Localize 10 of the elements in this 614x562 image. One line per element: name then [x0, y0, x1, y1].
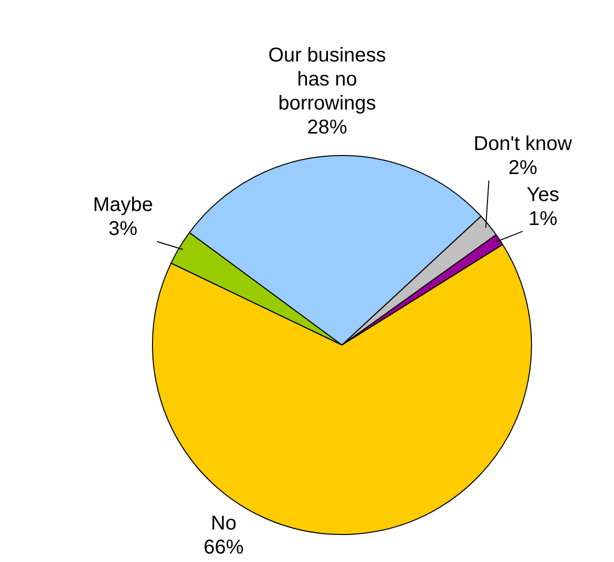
data-label: 28%: [307, 116, 348, 138]
slice-label: Our business has no borrowings: [268, 44, 386, 114]
data-label: 66%: [204, 536, 244, 559]
slice-label: Yes: [526, 184, 560, 206]
slice-label: Don't know: [474, 133, 573, 156]
slice-label: No: [210, 512, 236, 535]
slice-label: Maybe: [92, 194, 153, 216]
data-label: 1%: [528, 208, 558, 230]
data-label: 2%: [508, 157, 538, 180]
data-label: 3%: [108, 218, 138, 240]
